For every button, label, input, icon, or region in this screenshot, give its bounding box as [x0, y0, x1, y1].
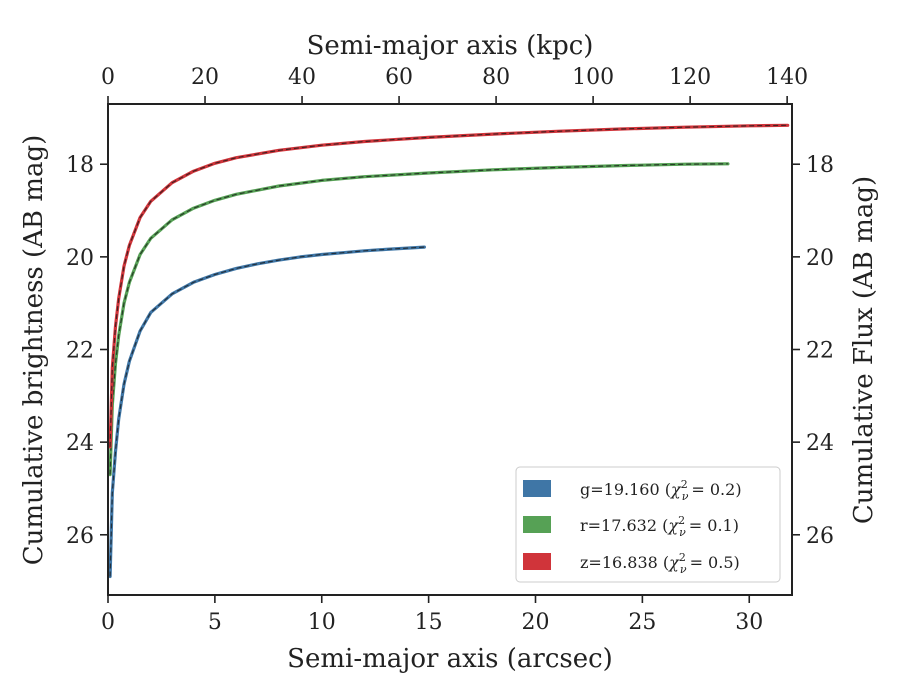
legend-chi-sub-z: ν: [680, 563, 687, 576]
legend-chi-sup-r: 2: [678, 514, 685, 527]
y2-tick-label: 26: [806, 524, 834, 549]
x-tick-label: 0: [101, 610, 115, 635]
y-tick-label: 20: [66, 246, 94, 271]
x-tick-label: 30: [735, 610, 763, 635]
x2-tick-label: 40: [288, 65, 316, 90]
legend-label-z: z=16.838 (χ2 ν = 0.5): [580, 551, 740, 576]
y-axis-label: Cumulative brightness (AB mag): [19, 135, 49, 566]
x-tick-label: 10: [308, 610, 336, 635]
x-tick-label: 5: [208, 610, 222, 635]
x2-tick-label: 140: [766, 65, 808, 90]
series-model-line-r: [109, 163, 728, 475]
legend-swatch-z: [523, 553, 551, 570]
legend-name-r: r=17.632: [580, 516, 657, 535]
legend: g=19.160 (χ2 ν = 0.2) r=17.632 (χ2 ν = 0.1) …: [515, 466, 781, 583]
legend-chi-sup-g: 2: [681, 478, 688, 491]
x2-tick-label: 0: [101, 65, 115, 90]
x2-axis-label: Semi-major axis (kpc): [307, 31, 594, 61]
legend-chi-r: χ: [667, 516, 679, 535]
y2-tick-label: 24: [806, 431, 834, 456]
y2-tick-label: 22: [806, 339, 834, 364]
x2-tick-label: 120: [669, 65, 711, 90]
x-tick-label: 20: [522, 610, 550, 635]
y2-tick-label: 20: [806, 246, 834, 271]
series-layer: [108, 123, 790, 579]
y-tick-label: 18: [66, 153, 94, 178]
legend-chi-z: χ: [668, 553, 680, 572]
legend-swatch-r: [523, 516, 551, 533]
legend-label-r: r=17.632 (χ2 ν = 0.1): [580, 514, 739, 539]
legend-name-g: g=19.160: [580, 480, 660, 499]
x-tick-label: 25: [628, 610, 656, 635]
series-model-line-g: [109, 246, 425, 577]
y-tick-label: 26: [66, 524, 94, 549]
x2-tick-label: 80: [482, 65, 510, 90]
y2-axis-label: Cumulative Flux (AB mag): [849, 176, 879, 524]
legend-chi-value-r: = 0.1): [689, 516, 739, 535]
x-axis-label: Semi-major axis (arcsec): [287, 644, 613, 674]
series-model-line-z: [109, 124, 788, 447]
legend-chi-value-z: = 0.5): [690, 553, 740, 572]
x2-tick-label: 100: [572, 65, 614, 90]
series-line-g: [108, 245, 426, 579]
legend-chi-sup-z: 2: [679, 551, 686, 564]
y-tick-label: 22: [66, 339, 94, 364]
legend-label-g: g=19.160 (χ2 ν = 0.2): [580, 478, 742, 503]
legend-chi-sub-r: ν: [679, 526, 686, 539]
legend-chi-sub-g: ν: [682, 490, 689, 503]
x2-tick-label: 20: [191, 65, 219, 90]
legend-chi-value-g: = 0.2): [691, 480, 741, 499]
legend-swatch-g: [523, 480, 551, 497]
legend-box: [515, 466, 781, 583]
x-tick-label: 15: [415, 610, 443, 635]
legend-chi-g: χ: [670, 480, 682, 499]
series-line-r: [108, 162, 730, 477]
y2-tick-label: 18: [806, 153, 834, 178]
x2-tick-label: 60: [385, 65, 413, 90]
legend-name-z: z=16.838: [580, 553, 658, 572]
y-tick-label: 24: [66, 431, 94, 456]
